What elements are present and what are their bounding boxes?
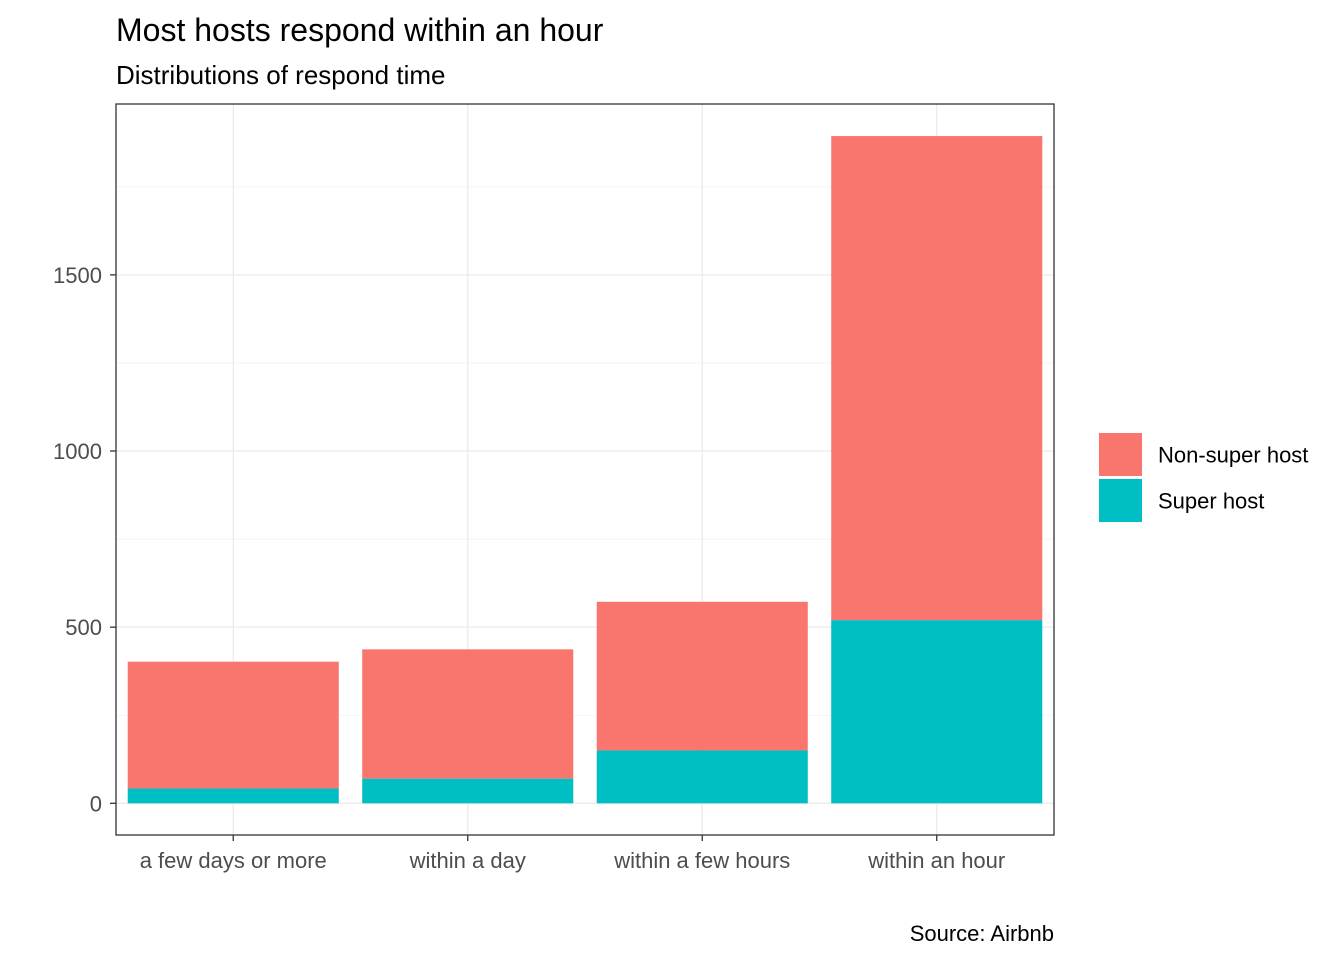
bar-super-host: [596, 750, 808, 804]
x-tick-label: a few days or more: [140, 848, 327, 873]
bar-super-host: [831, 620, 1043, 804]
chart-title: Most hosts respond within an hour: [116, 12, 604, 48]
x-axis: a few days or more within a day within a f…: [140, 835, 1005, 873]
bars: [127, 136, 1043, 804]
bar-non-super-host: [127, 661, 339, 789]
bar-super-host: [127, 788, 339, 804]
legend-key-non-super-host: [1099, 433, 1142, 476]
bar-non-super-host: [362, 649, 574, 779]
y-tick-label: 1000: [53, 439, 102, 464]
y-axis: 0 500 1000 1500: [53, 263, 116, 816]
bar-non-super-host: [831, 136, 1043, 621]
plot-panel-border: [115, 103, 1055, 836]
legend-key-super-host: [1099, 479, 1142, 522]
x-tick-label: within a day: [409, 848, 526, 873]
y-tick-label: 500: [65, 615, 102, 640]
chart-subtitle: Distributions of respond time: [116, 60, 445, 90]
bar-super-host: [362, 778, 574, 804]
chart-caption: Source: Airbnb: [910, 921, 1054, 946]
x-tick-label: within an hour: [867, 848, 1005, 873]
legend-label-non-super-host: Non-super host: [1158, 443, 1308, 468]
legend: Non-super host Super host: [1099, 433, 1308, 522]
legend-label-super-host: Super host: [1158, 489, 1264, 514]
bar-non-super-host: [596, 601, 808, 751]
y-tick-label: 1500: [53, 263, 102, 288]
x-tick-label: within a few hours: [613, 848, 790, 873]
y-tick-label: 0: [90, 791, 102, 816]
